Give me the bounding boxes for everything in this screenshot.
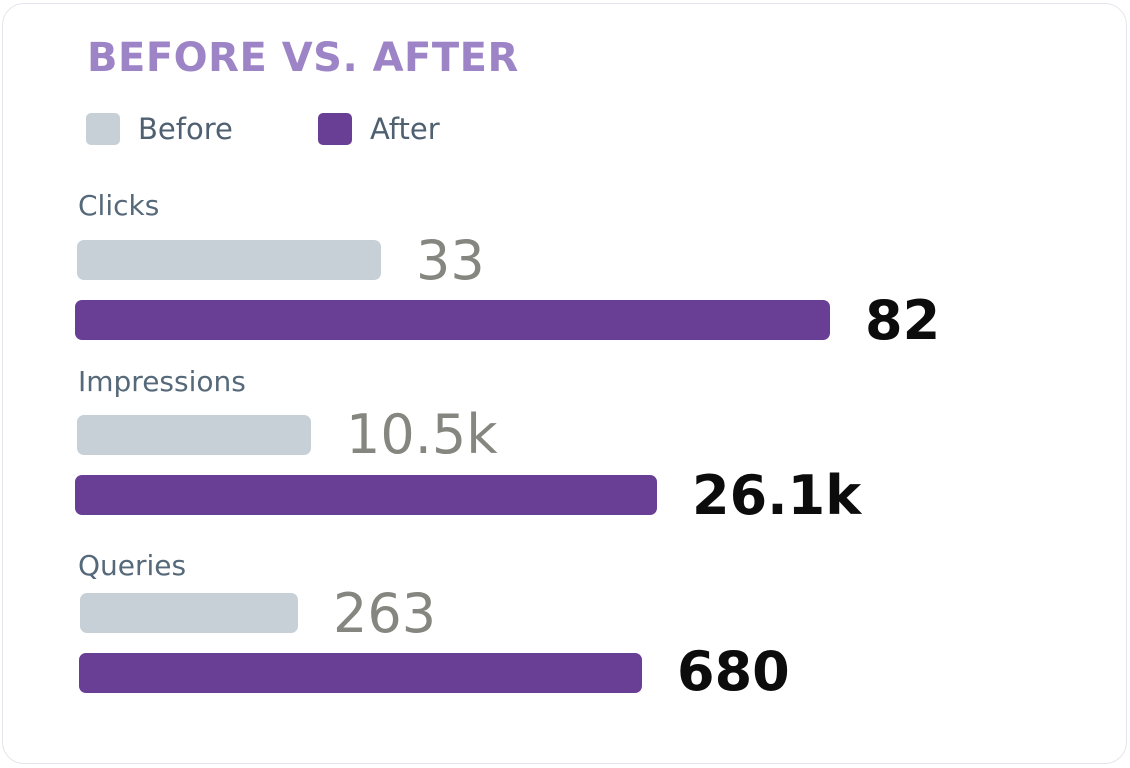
legend-item-after: After	[318, 112, 440, 146]
value-label-before-impressions: 10.5k	[346, 403, 498, 466]
category-label-impressions: Impressions	[78, 365, 246, 398]
chart-card: BEFORE VS. AFTER Before After Clicks 33 …	[2, 3, 1127, 764]
value-label-after-queries: 680	[677, 640, 790, 703]
value-label-after-impressions: 26.1k	[692, 464, 862, 527]
bar-after-queries	[79, 653, 642, 693]
category-label-queries: Queries	[78, 549, 187, 582]
bar-after-impressions	[75, 475, 657, 515]
category-label-clicks: Clicks	[78, 189, 160, 222]
value-label-after-clicks: 82	[865, 289, 941, 352]
bar-before-clicks	[77, 240, 381, 280]
legend-label-after: After	[370, 112, 440, 146]
legend-swatch-before	[86, 113, 120, 145]
value-label-before-clicks: 33	[416, 229, 485, 292]
value-label-before-queries: 263	[333, 582, 437, 645]
bar-before-impressions	[77, 415, 311, 455]
legend-swatch-after	[318, 113, 352, 145]
legend-label-before: Before	[138, 112, 233, 146]
bar-after-clicks	[75, 300, 830, 340]
chart-title: BEFORE VS. AFTER	[87, 35, 519, 81]
bar-before-queries	[80, 593, 298, 633]
legend-item-before: Before	[86, 112, 233, 146]
